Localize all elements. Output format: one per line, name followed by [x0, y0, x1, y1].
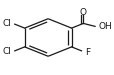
- Text: Cl: Cl: [3, 47, 12, 56]
- Text: F: F: [84, 48, 89, 57]
- Text: Cl: Cl: [3, 19, 12, 28]
- Text: O: O: [79, 8, 86, 17]
- Text: OH: OH: [98, 22, 111, 31]
